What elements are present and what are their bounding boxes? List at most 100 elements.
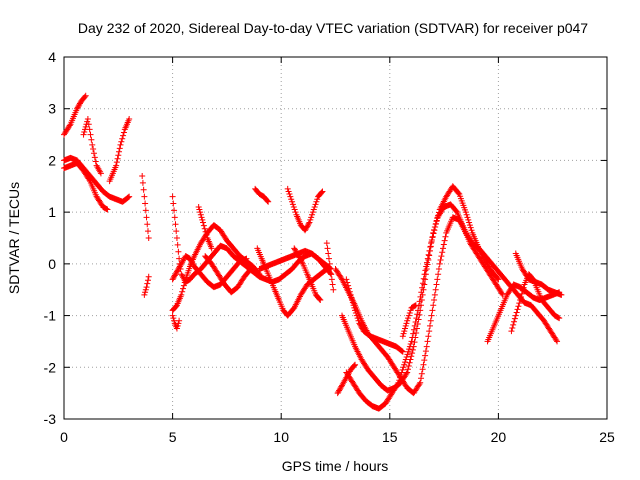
data-point bbox=[142, 200, 149, 207]
data-point bbox=[199, 216, 206, 223]
data-point bbox=[357, 321, 364, 328]
data-point bbox=[309, 211, 316, 218]
data-point bbox=[395, 379, 402, 386]
data-point bbox=[427, 317, 434, 324]
data-point bbox=[243, 255, 250, 262]
data-point bbox=[351, 362, 358, 369]
data-point bbox=[435, 266, 442, 273]
data-point bbox=[84, 116, 91, 123]
data-point bbox=[181, 279, 188, 286]
data-point bbox=[442, 233, 449, 240]
data-point bbox=[357, 322, 364, 329]
data-point bbox=[303, 224, 310, 231]
data-point bbox=[86, 126, 93, 133]
data-point bbox=[142, 207, 149, 214]
data-point bbox=[404, 317, 411, 324]
data-point bbox=[292, 247, 299, 254]
data-point bbox=[142, 286, 149, 293]
axis-ticks: 0 5 10 15 20 25 -3 -2 -1 0 1 2 3 4 bbox=[44, 49, 615, 445]
data-point bbox=[508, 328, 515, 335]
data-point bbox=[350, 302, 357, 309]
data-point bbox=[406, 309, 413, 316]
data-point bbox=[420, 361, 427, 368]
x-tick-label: 5 bbox=[169, 429, 177, 445]
data-point bbox=[411, 302, 418, 309]
data-point bbox=[406, 346, 413, 353]
data-point bbox=[401, 361, 408, 368]
data-point bbox=[178, 291, 185, 298]
data-point bbox=[435, 271, 442, 278]
data-point bbox=[349, 297, 356, 304]
data-point bbox=[104, 206, 111, 213]
data-point bbox=[437, 256, 444, 263]
data-point bbox=[326, 260, 333, 267]
y-tick-label: 2 bbox=[48, 152, 56, 168]
data-point bbox=[90, 146, 97, 153]
data-point bbox=[517, 297, 524, 304]
data-point bbox=[417, 379, 424, 386]
data-point bbox=[74, 105, 81, 112]
data-point bbox=[302, 227, 309, 234]
series-s22 bbox=[343, 201, 506, 412]
series-s1 bbox=[61, 92, 89, 138]
data-point bbox=[436, 260, 443, 267]
data-point bbox=[511, 318, 518, 325]
data-point bbox=[201, 225, 208, 232]
data-point bbox=[171, 207, 178, 214]
data-point bbox=[345, 282, 352, 289]
data-point bbox=[179, 288, 186, 295]
data-point bbox=[398, 369, 405, 376]
data-point bbox=[408, 353, 415, 360]
series-s6 bbox=[139, 172, 152, 241]
data-point bbox=[291, 246, 298, 253]
data-point bbox=[401, 328, 408, 335]
data-point bbox=[328, 271, 335, 278]
data-point bbox=[344, 279, 351, 286]
data-point bbox=[175, 266, 182, 273]
data-point bbox=[498, 290, 505, 297]
data-point bbox=[430, 302, 437, 309]
x-tick-label: 10 bbox=[273, 429, 289, 445]
data-point bbox=[355, 317, 362, 324]
data-point bbox=[197, 209, 204, 216]
series-s23 bbox=[343, 276, 406, 355]
data-point bbox=[412, 302, 419, 309]
data-point bbox=[171, 273, 178, 280]
data-point bbox=[399, 333, 406, 340]
data-point bbox=[428, 240, 435, 247]
data-point bbox=[176, 264, 183, 271]
data-point bbox=[423, 263, 430, 270]
data-point bbox=[187, 256, 194, 263]
data-point bbox=[117, 141, 124, 148]
data-point bbox=[86, 176, 93, 183]
data-point bbox=[429, 307, 436, 314]
data-point bbox=[256, 271, 263, 278]
data-point bbox=[433, 217, 440, 224]
data-point bbox=[556, 315, 563, 322]
data-point bbox=[409, 346, 416, 353]
data-point bbox=[82, 92, 89, 99]
series-s12 bbox=[195, 203, 215, 252]
y-tick-label: 1 bbox=[48, 204, 56, 220]
data-point bbox=[455, 190, 462, 197]
data-point bbox=[116, 145, 123, 152]
data-point bbox=[430, 230, 437, 237]
data-point bbox=[126, 116, 133, 123]
data-point bbox=[308, 214, 315, 221]
data-point bbox=[402, 322, 409, 329]
data-point bbox=[195, 203, 202, 210]
data-point bbox=[403, 320, 410, 327]
data-point bbox=[76, 101, 83, 108]
data-point bbox=[113, 159, 120, 166]
data-point bbox=[400, 330, 407, 337]
data-point bbox=[396, 377, 403, 384]
data-point bbox=[170, 200, 177, 207]
data-point bbox=[74, 104, 81, 111]
data-point bbox=[175, 320, 182, 327]
y-axis-label: SDTVAR / TECUs bbox=[6, 182, 22, 294]
data-point bbox=[419, 280, 426, 287]
x-axis-label: GPS time / hours bbox=[282, 458, 389, 474]
data-point bbox=[420, 275, 427, 282]
data-point bbox=[302, 225, 309, 232]
data-point bbox=[431, 291, 438, 298]
